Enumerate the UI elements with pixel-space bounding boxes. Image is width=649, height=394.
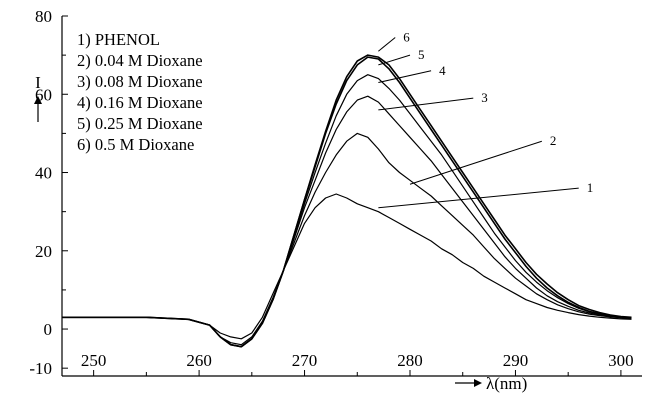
series-line-6 bbox=[62, 54, 632, 348]
x-tick-label: 280 bbox=[397, 351, 423, 370]
legend-entry-5: 5) 0.25 M Dioxane bbox=[77, 114, 203, 133]
axes bbox=[61, 16, 642, 377]
callout-line-3 bbox=[378, 97, 474, 111]
y-tick-label: -10 bbox=[29, 359, 52, 378]
legend-entry-6: 6) 0.5 M Dioxane bbox=[77, 135, 194, 154]
callout-label-1: 1 bbox=[587, 180, 594, 195]
x-tick-label: 260 bbox=[186, 351, 212, 370]
callout-label-6: 6 bbox=[403, 30, 410, 45]
series-line-3 bbox=[62, 95, 632, 348]
legend-entry-4: 4) 0.16 M Dioxane bbox=[77, 93, 203, 112]
callout-line-2 bbox=[409, 140, 542, 185]
y-tick-label: 0 bbox=[44, 320, 53, 339]
callout-label-4: 4 bbox=[439, 63, 446, 78]
callout-line-4 bbox=[378, 70, 432, 84]
x-tick-label: 290 bbox=[503, 351, 529, 370]
y-tick-label: 80 bbox=[35, 7, 52, 26]
callout-line-5 bbox=[378, 54, 411, 66]
callout-line-6 bbox=[378, 37, 396, 52]
legend: 1) PHENOL 2) 0.04 M Dioxane 3) 0.08 M Diox… bbox=[77, 30, 203, 154]
y-tick-label: 20 bbox=[35, 242, 52, 261]
callout-label-3: 3 bbox=[481, 90, 488, 105]
y-tick-label: 40 bbox=[35, 164, 52, 183]
x-tick-label: 300 bbox=[608, 351, 634, 370]
callout-label-2: 2 bbox=[550, 133, 557, 148]
callout-label-5: 5 bbox=[418, 47, 425, 62]
x-axis-arrowhead bbox=[474, 379, 482, 387]
legend-entry-1: 1) PHENOL bbox=[77, 30, 160, 49]
axis-titles: Iλ(nm) bbox=[34, 73, 527, 393]
callout-line-1 bbox=[378, 187, 579, 209]
y-axis-arrowhead bbox=[34, 96, 42, 104]
legend-entry-3: 3) 0.08 M Dioxane bbox=[77, 72, 203, 91]
x-tick-label: 250 bbox=[81, 351, 107, 370]
x-tick-label: 270 bbox=[292, 351, 318, 370]
callouts: 1 2 3 456 bbox=[378, 30, 594, 209]
y-axis-title: I bbox=[35, 73, 41, 92]
series-line-1 bbox=[62, 193, 632, 340]
series-line-2 bbox=[62, 132, 632, 346]
legend-entry-2: 2) 0.04 M Dioxane bbox=[77, 51, 203, 70]
x-axis-title: λ(nm) bbox=[486, 374, 527, 393]
